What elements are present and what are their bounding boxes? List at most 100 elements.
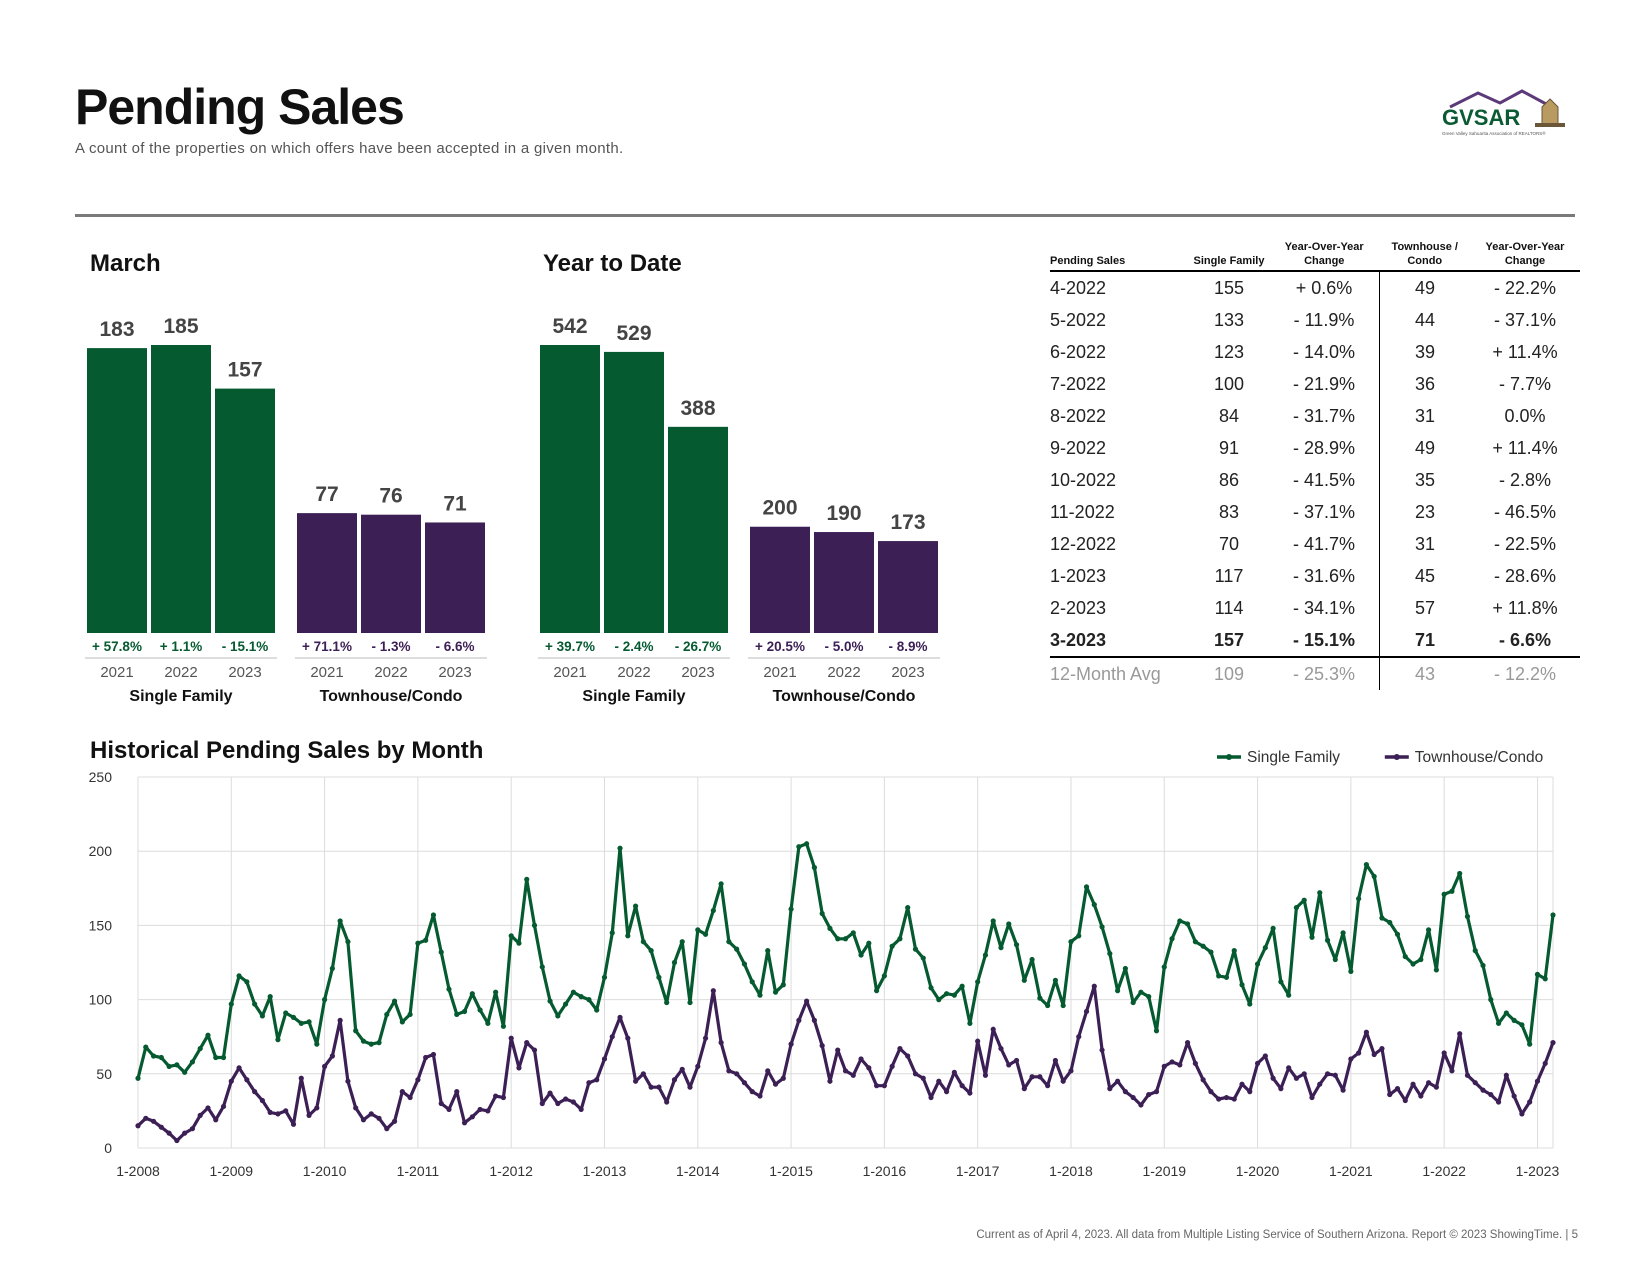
logo-tagline: Green Valley Sahuarita Association of RE…: [1442, 130, 1546, 136]
data-point-single_family: [656, 974, 662, 980]
table-row: 5-2022 133 - 11.9% 44 - 37.1%: [1050, 304, 1580, 336]
data-point-single_family: [1107, 950, 1113, 957]
data-point-townhouse: [1495, 1099, 1502, 1105]
ytd-year-label: 2022: [827, 664, 860, 681]
data-point-single_family: [726, 939, 732, 945]
data-point-single_family: [384, 1011, 390, 1018]
table-cell: 117: [1214, 565, 1244, 586]
table-cell: - 25.3%: [1292, 663, 1356, 684]
data-point-single_family: [671, 959, 678, 966]
data-point-townhouse: [601, 1056, 608, 1062]
data-point-single_family: [1177, 918, 1183, 924]
march-group-label: Single Family: [129, 688, 232, 705]
data-point-single_family: [1247, 1001, 1253, 1007]
table-row: 12-2022 70 - 41.7% 31 - 22.5%: [1050, 528, 1580, 560]
table-cell: 12-2022: [1050, 533, 1117, 554]
table-cell: - 41.5%: [1292, 469, 1356, 490]
data-point-single_family: [415, 940, 421, 946]
march-value-label: 71: [443, 492, 467, 515]
data-point-single_family: [321, 997, 328, 1003]
march-change-label: + 71.1%: [302, 639, 352, 654]
table-cell: - 22.5%: [1493, 533, 1557, 554]
data-point-townhouse: [539, 1100, 545, 1107]
history-legend: Single Family Townhouse/Condo: [1217, 749, 1543, 766]
data-point-single_family: [1013, 942, 1020, 948]
table-cell: 114: [1214, 597, 1244, 618]
data-point-single_family: [648, 948, 654, 954]
data-point-townhouse: [1262, 1053, 1268, 1059]
data-point-single_family: [399, 1019, 405, 1025]
data-point-single_family: [555, 1013, 561, 1019]
data-point-townhouse: [873, 1083, 880, 1089]
data-point-single_family: [314, 1041, 320, 1047]
data-point-single_family: [1060, 1002, 1066, 1009]
table-cell: - 37.1%: [1493, 309, 1557, 330]
ytd-chart-title: Year to Date: [543, 250, 682, 277]
data-point-single_family: [1519, 1022, 1525, 1028]
data-point-single_family: [772, 989, 779, 995]
data-point-single_family: [1356, 896, 1362, 902]
data-point-single_family: [1037, 995, 1043, 1001]
data-point-townhouse: [384, 1126, 390, 1132]
data-point-single_family: [493, 989, 499, 995]
data-point-single_family: [469, 991, 475, 997]
data-point-single_family: [1138, 989, 1144, 995]
data-point-single_family: [174, 1062, 180, 1068]
data-point-single_family: [391, 998, 398, 1004]
data-point-townhouse: [1029, 1074, 1035, 1080]
data-point-townhouse: [275, 1111, 281, 1117]
data-point-townhouse: [1231, 1096, 1237, 1102]
data-point-townhouse: [578, 1106, 584, 1113]
data-point-townhouse: [671, 1077, 678, 1083]
ytd-year-label: 2023: [681, 664, 714, 681]
table-cell: - 28.6%: [1493, 565, 1557, 586]
data-point-single_family: [858, 952, 864, 958]
footer-note: Current as of April 4, 2023. All data fr…: [976, 1229, 1578, 1241]
data-point-single_family: [936, 997, 942, 1003]
data-point-single_family: [741, 961, 748, 967]
ytd-group-label: Townhouse/Condo: [773, 688, 916, 705]
data-point-single_family: [850, 930, 856, 936]
data-point-single_family: [516, 940, 522, 946]
gvsar-logo: GVSAR Green Valley Sahuarita Association…: [1442, 89, 1565, 136]
data-point-townhouse: [438, 1100, 444, 1107]
ytd-value-label: 529: [616, 322, 651, 345]
data-point-townhouse: [1239, 1081, 1245, 1087]
x-tick-label: 1-2014: [676, 1163, 720, 1179]
data-point-townhouse: [1107, 1086, 1113, 1092]
table-cell: - 22.2%: [1493, 277, 1557, 298]
data-point-single_family: [1006, 921, 1012, 927]
march-bar-townhouse-2022: [361, 514, 421, 633]
table-cell: - 41.7%: [1292, 533, 1356, 554]
data-point-townhouse: [283, 1108, 289, 1114]
data-point-single_family: [679, 939, 685, 945]
data-point-single_family: [228, 1001, 234, 1007]
data-point-single_family: [990, 918, 996, 924]
data-point-single_family: [1083, 884, 1090, 890]
table-cell: 49: [1379, 432, 1470, 464]
series-line-single_family: [136, 842, 1555, 1079]
x-tick-label: 1-2013: [583, 1163, 627, 1179]
data-point-single_family: [454, 1011, 460, 1018]
data-point-single_family: [477, 1007, 483, 1013]
data-point-single_family: [290, 1014, 297, 1021]
data-point-townhouse: [391, 1118, 398, 1124]
table-cell: 100: [1213, 373, 1245, 394]
data-point-townhouse: [1542, 1060, 1548, 1067]
table-cell: - 34.1%: [1292, 597, 1356, 618]
data-point-townhouse: [244, 1077, 250, 1083]
march-change-label: + 1.1%: [160, 639, 202, 654]
data-point-townhouse: [1387, 1091, 1393, 1098]
data-point-single_family: [135, 1075, 141, 1081]
data-point-townhouse: [213, 1117, 219, 1123]
data-point-townhouse: [1433, 1084, 1439, 1090]
table-cell: 6-2022: [1050, 341, 1107, 362]
data-point-townhouse: [174, 1137, 180, 1144]
data-point-single_family: [1115, 988, 1121, 994]
data-point-townhouse: [1192, 1060, 1198, 1067]
x-tick-label: 1-2020: [1236, 1163, 1280, 1179]
data-point-townhouse: [640, 1071, 646, 1077]
table-cell: - 21.9%: [1292, 373, 1356, 394]
table-cell: - 12.2%: [1493, 663, 1557, 684]
col-header-townhouse: Townhouse / Condo: [1379, 240, 1470, 272]
